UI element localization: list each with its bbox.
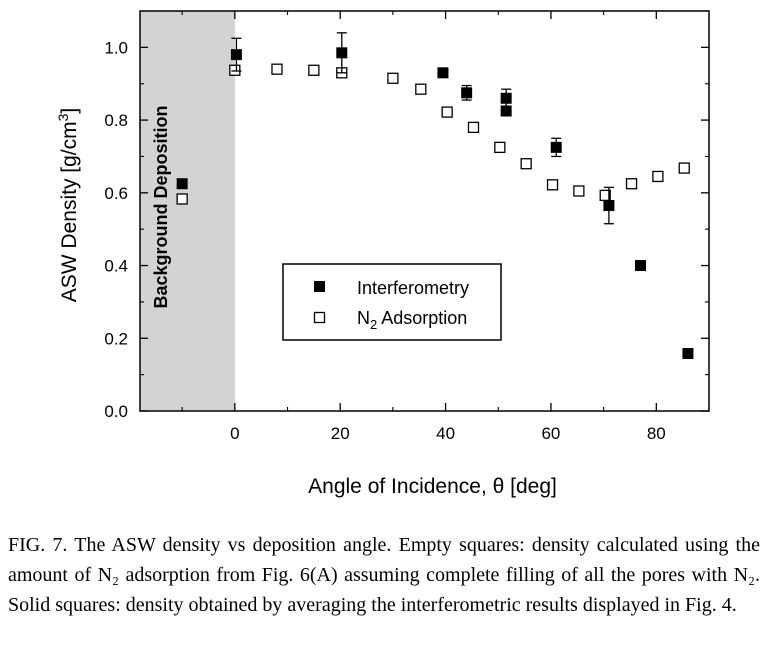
legend-interferometry-label: Interferometry (357, 278, 469, 298)
x-tick-label: 40 (436, 424, 455, 443)
n2-adsorption-point (467, 121, 480, 134)
interferometry-point (500, 105, 512, 117)
y-tick-label: 0.6 (104, 184, 128, 203)
n2-adsorption-point (387, 72, 399, 84)
interferometry-point (461, 87, 473, 99)
x-tick-label: 80 (647, 424, 666, 443)
n2-adsorption-point (573, 185, 585, 197)
figure-caption: FIG. 7. The ASW density vs deposition an… (8, 530, 760, 620)
data-marks (176, 32, 694, 360)
legend: Interferometry N2 Adsorption (282, 263, 502, 341)
y-tick-label: 1.0 (104, 38, 128, 57)
n2-adsorption-point (415, 83, 427, 95)
legend-n2-adsorption-marker (313, 311, 326, 324)
interferometry-point (635, 260, 647, 272)
axis-tick-labels: 0 20 40 60 80 0.0 0.2 0.4 0.6 0.8 1.0 (104, 38, 665, 443)
y-tick-label: 0.4 (104, 257, 128, 276)
n2-adsorption-point (176, 193, 188, 205)
x-tick-label: 20 (331, 424, 350, 443)
n2-adsorption-point (625, 178, 638, 190)
interferometry-point (500, 92, 512, 104)
n2-adsorption-point (229, 64, 241, 76)
n2-adsorption-point (652, 170, 664, 183)
n2-adsorption-point (441, 106, 453, 118)
interferometry-point (176, 178, 188, 190)
interferometry-point (230, 49, 242, 61)
figure-caption-text: FIG. 7. The ASW density vs deposition an… (8, 534, 760, 616)
interferometry-point (550, 141, 562, 153)
n2-adsorption-point (546, 179, 559, 191)
legend-interferometry-marker (314, 281, 325, 292)
interferometry-point (336, 47, 348, 59)
n2-adsorption-point (520, 158, 532, 170)
background-deposition-label-group: Background Deposition (151, 105, 171, 308)
y-tick-label: 0.8 (104, 111, 128, 130)
legend-box (282, 263, 502, 341)
n2-adsorption-point (494, 141, 506, 154)
y-tick-label: 0.2 (104, 329, 128, 348)
x-axis-title: Angle of Incidence, θ [deg] (308, 475, 557, 498)
density-chart: Background Deposition 0 20 40 60 80 0.0 0.2 0.4… (55, 10, 710, 498)
y-axis-title: ASW Density [g/cm3] (55, 108, 81, 303)
interferometry-point (603, 200, 615, 212)
interferometry-point (682, 348, 694, 360)
n2-adsorption-point (308, 64, 320, 76)
background-deposition-region (140, 11, 235, 411)
n2-adsorption-point (271, 63, 283, 75)
x-tick-label: 60 (541, 424, 560, 443)
interferometry-point (437, 67, 449, 79)
plot-frame (139, 10, 710, 412)
y-tick-label: 0.0 (104, 402, 128, 421)
n2-adsorption-point (678, 162, 690, 174)
background-deposition-label: Background Deposition (151, 105, 171, 308)
x-tick-label: 0 (230, 424, 239, 443)
